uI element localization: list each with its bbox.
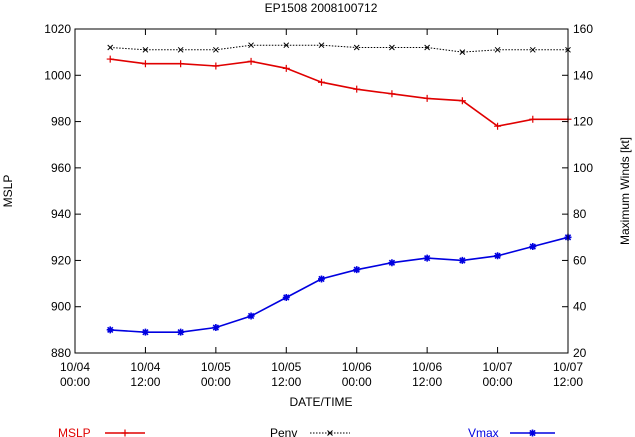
data-point-mslp [388, 90, 396, 98]
data-point-vmax [106, 326, 114, 334]
x-tick-label-date: 10/04 [60, 360, 90, 374]
y-axis-right-label: Maximum Winds [kt] [618, 137, 632, 245]
y-left-tick-label: 1020 [44, 22, 71, 36]
data-point-mslp [458, 97, 466, 105]
data-point-mslp [353, 85, 361, 93]
data-point-vmax [529, 243, 537, 251]
legend-label-vmax: Vmax [468, 426, 499, 437]
data-point-mslp [247, 57, 255, 65]
data-point-mslp [141, 60, 149, 68]
x-tick-label-time: 12:00 [271, 375, 301, 389]
x-tick-label-date: 10/05 [201, 360, 231, 374]
ticks-layer: 880 900 920 940 960 980 1000 1020 20 40 60 80 100 120… [44, 22, 593, 389]
x-tick-label-time: 00:00 [201, 375, 231, 389]
data-point-mslp [318, 78, 325, 86]
series-layer [106, 42, 572, 336]
data-point-vmax [177, 328, 185, 336]
series-line-penv [110, 44, 568, 53]
x-tick-label-time: 12:00 [130, 375, 160, 389]
data-point-mslp [494, 122, 502, 130]
y-right-tick-label: 80 [573, 207, 587, 221]
data-point-penv [353, 44, 360, 51]
series-line-vmax [110, 236, 569, 334]
y-right-tick-label: 60 [573, 253, 587, 267]
legend-label-mslp: MSLP [58, 426, 91, 437]
data-point-mslp [212, 62, 220, 70]
y-right-tick-label: 160 [573, 22, 593, 36]
data-point-vmax [318, 275, 325, 283]
y-axis-left-label: MSLP [1, 175, 15, 208]
data-point-penv [248, 42, 254, 49]
data-point-vmax [388, 259, 396, 267]
y-left-tick-label: 880 [51, 346, 71, 360]
y-left-tick-label: 900 [51, 300, 71, 314]
data-point-vmax [353, 266, 361, 274]
data-point-penv [529, 46, 536, 53]
chart-title: EP1508 2008100712 [265, 1, 378, 15]
legend-label-penv: Penv [270, 426, 297, 437]
y-right-tick-label: 140 [573, 68, 593, 82]
x-tick-label-time: 12:00 [553, 375, 583, 389]
y-left-tick-label: 920 [51, 253, 71, 267]
plot-frame [74, 28, 569, 354]
x-axis-label: DATE/TIME [289, 395, 352, 409]
data-point-vmax [141, 328, 149, 336]
y-right-tick-label: 120 [573, 115, 593, 129]
data-point-penv [177, 46, 184, 53]
data-point-penv [318, 42, 325, 49]
data-point-penv [142, 46, 149, 53]
x-tick-label-date: 10/06 [412, 360, 442, 374]
x-tick-label-time: 00:00 [483, 375, 513, 389]
data-point-penv [107, 44, 114, 51]
series-vmax [106, 233, 572, 336]
x-tick-label-date: 10/07 [483, 360, 513, 374]
y-right-tick-label: 20 [573, 346, 587, 360]
data-point-penv [283, 42, 290, 49]
data-point-vmax [212, 324, 220, 332]
data-point-vmax [494, 252, 502, 260]
data-point-vmax [247, 312, 255, 320]
x-tick-label-date: 10/06 [342, 360, 372, 374]
x-tick-label-date: 10/05 [271, 360, 301, 374]
data-point-penv [424, 44, 430, 51]
data-point-mslp [529, 115, 537, 123]
x-tick-label-date: 10/07 [553, 360, 583, 374]
data-point-vmax [423, 254, 431, 262]
legend-marker-mslp [121, 429, 129, 437]
data-point-penv [459, 49, 466, 55]
data-point-penv [389, 44, 395, 51]
data-point-vmax [282, 293, 290, 301]
y-right-tick-label: 40 [573, 300, 587, 314]
data-point-vmax [458, 256, 466, 264]
legend-marker-vmax [529, 429, 536, 437]
y-left-tick-label: 1000 [44, 68, 71, 82]
y-left-tick-label: 940 [51, 207, 71, 221]
data-point-penv [213, 46, 219, 53]
data-point-penv [494, 46, 501, 53]
y-right-tick-label: 100 [573, 161, 593, 175]
data-point-mslp [106, 55, 114, 63]
series-mslp [106, 55, 572, 130]
data-point-mslp [177, 60, 185, 68]
x-tick-label-time: 00:00 [342, 375, 372, 389]
x-tick-label-time: 12:00 [412, 375, 442, 389]
x-tick-label-date: 10/04 [130, 360, 160, 374]
series-line-mslp [110, 58, 568, 128]
legend: MSLP Penv Vmax [58, 426, 555, 437]
y-left-tick-label: 980 [51, 115, 71, 129]
y-left-tick-label: 960 [51, 161, 71, 175]
legend-marker-penv [327, 430, 333, 436]
series-penv [107, 42, 571, 55]
data-point-mslp [423, 94, 431, 102]
x-tick-label-time: 00:00 [60, 375, 90, 389]
data-point-mslp [282, 64, 290, 72]
